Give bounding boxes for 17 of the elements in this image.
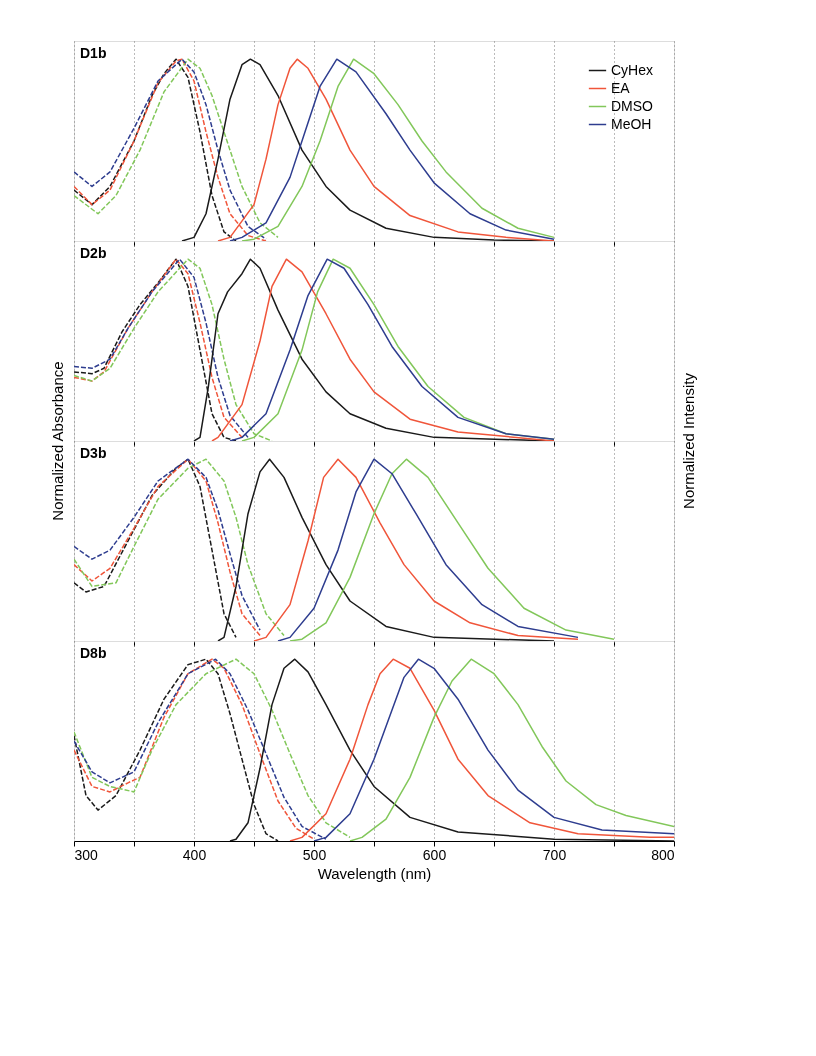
chart-title: D2b (80, 245, 107, 261)
legend-label: CyHex (611, 61, 654, 78)
legend-label: MeOH (611, 115, 652, 132)
chart-title: D8b (80, 645, 107, 661)
x-tick-label: 300 (74, 846, 99, 863)
x-tick-label: 800 (651, 846, 675, 863)
x-tick-label: 700 (542, 846, 567, 863)
legend-label: DMSO (611, 97, 654, 114)
y-axis-title: Normalized Absorbance (49, 361, 66, 521)
legend-label: EA (611, 79, 631, 96)
x-tick-label: 400 (182, 846, 207, 863)
x-tick-label: 600 (422, 846, 447, 863)
x-axis-title: Wavelength (nm) (317, 864, 432, 882)
chart-title: D1b (80, 45, 107, 61)
y2-axis-title: Normalized Intensity (680, 372, 697, 509)
x-tick-label: 500 (302, 846, 327, 863)
chart-title: D3b (80, 445, 107, 461)
